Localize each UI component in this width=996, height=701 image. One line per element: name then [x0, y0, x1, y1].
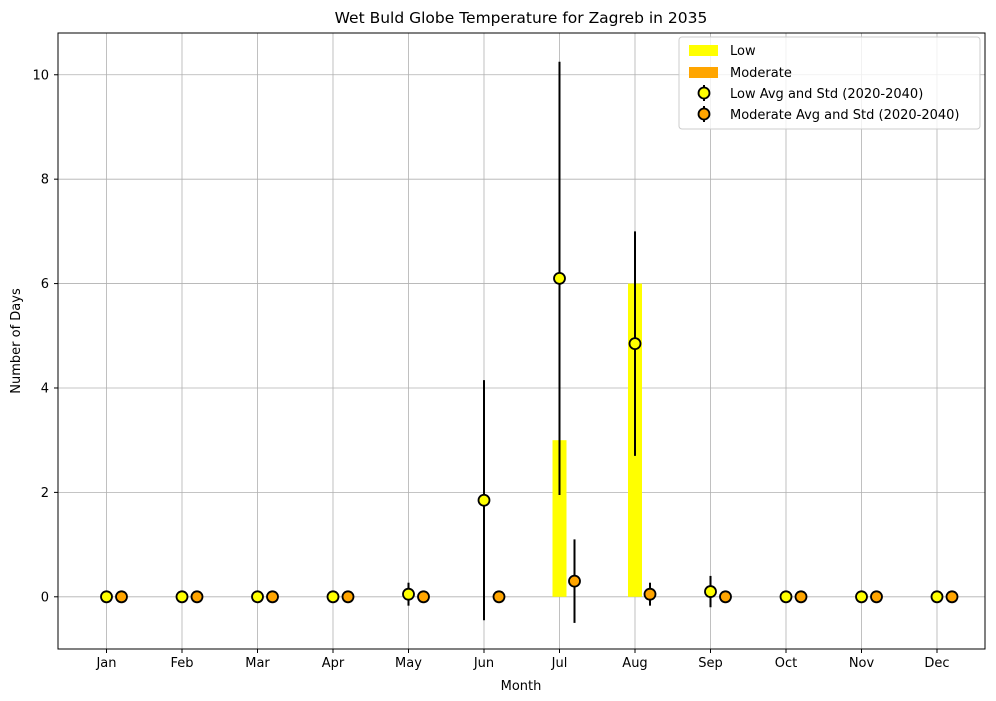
legend-label: Low — [730, 44, 756, 59]
x-tick-label: May — [395, 656, 422, 671]
legend-box — [678, 36, 981, 130]
data-point — [100, 590, 113, 604]
y-tick-label: 10 — [32, 68, 49, 83]
data-point — [794, 590, 808, 604]
data-point — [855, 590, 868, 604]
legend-swatch — [689, 67, 718, 78]
x-tick-label: Jan — [95, 656, 116, 671]
legend-swatch — [689, 45, 718, 56]
data-point — [417, 590, 430, 604]
bars — [552, 283, 642, 597]
x-tick-label: Jul — [551, 656, 568, 671]
data-point — [719, 590, 732, 604]
error-bars — [100, 61, 959, 623]
data-point — [945, 590, 959, 604]
x-tick-label: Feb — [170, 656, 193, 671]
grid — [58, 33, 985, 649]
data-point — [175, 590, 189, 604]
data-point — [568, 574, 581, 588]
x-tick-label: Jun — [473, 656, 494, 671]
data-point — [704, 585, 717, 598]
x-tick-label: Mar — [245, 656, 270, 671]
data-point — [477, 493, 491, 507]
y-tick-label: 6 — [41, 277, 49, 292]
x-tick-label: Aug — [622, 656, 647, 671]
legend-marker — [697, 86, 711, 100]
data-point — [870, 590, 883, 604]
x-tick-label: Apr — [322, 656, 345, 671]
data-point — [402, 587, 415, 601]
legend-marker — [697, 107, 711, 121]
data-point — [553, 271, 566, 285]
data-point — [251, 590, 264, 604]
x-tick-label: Dec — [924, 656, 949, 671]
data-point — [115, 590, 128, 604]
data-point — [779, 590, 793, 604]
x-tick-label: Oct — [775, 656, 797, 671]
ticks: Jan Feb Mar Apr May Jun Jul Aug Sep Oct Nov Dec 0 2 4 6… — [32, 68, 949, 671]
bar — [552, 440, 567, 597]
data-point — [190, 590, 204, 604]
y-tick-label: 0 — [41, 590, 49, 605]
data-point — [628, 337, 642, 351]
data-point — [930, 590, 944, 604]
x-tick-label: Nov — [849, 656, 875, 671]
plot-frame — [57, 32, 986, 650]
legend-label: Low Avg and Std (2020-2040) — [730, 87, 923, 102]
legend: Low Moderate Low Avg and Std (2020-2040) Mo… — [678, 36, 981, 130]
x-tick-label: Sep — [698, 656, 723, 671]
y-tick-label: 8 — [41, 173, 49, 188]
data-point — [341, 590, 355, 604]
y-tick-label: 4 — [41, 381, 49, 396]
x-axis-label: Month — [501, 679, 542, 694]
legend-label: Moderate Avg and Std (2020-2040) — [730, 108, 960, 123]
data-point — [643, 587, 657, 601]
data-point — [326, 590, 340, 604]
legend-label: Moderate — [730, 66, 792, 81]
y-axis-label: Number of Days — [9, 288, 24, 394]
data-point — [266, 590, 279, 604]
plot-border — [57, 32, 986, 650]
chart-title: Wet Buld Globe Temperature for Zagreb in… — [335, 9, 708, 27]
data-point — [492, 590, 506, 604]
y-tick-label: 2 — [41, 486, 49, 501]
